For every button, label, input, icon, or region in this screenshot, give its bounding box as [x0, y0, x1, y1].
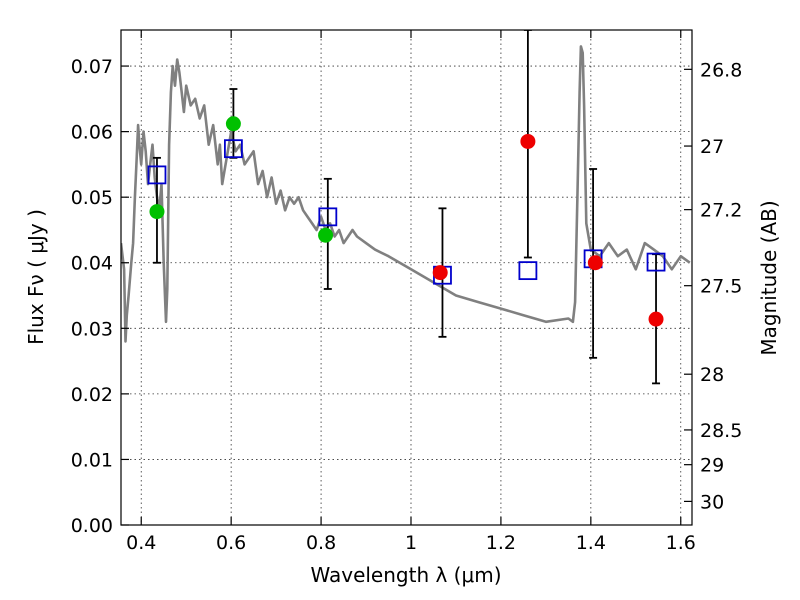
- y-tick-label: 0.01: [71, 449, 113, 471]
- model-square-marker: [518, 261, 538, 281]
- data-point: [648, 311, 664, 327]
- data-point: [587, 255, 603, 271]
- magnitude-tick-label: 27.2: [700, 200, 742, 222]
- magnitude-tick-label: 30: [700, 491, 724, 513]
- y-tick-label: 0.07: [71, 56, 113, 78]
- y-tick-label: 0.05: [71, 187, 113, 209]
- x-axis-title: Wavelength λ (μm): [310, 563, 501, 587]
- y-tick-label: 0.06: [71, 122, 113, 144]
- data-point: [520, 133, 536, 149]
- model-square-marker: [646, 252, 666, 272]
- spectrum-line: [121, 45, 691, 343]
- data-point: [318, 227, 334, 243]
- x-tick-label: 0.6: [216, 532, 246, 554]
- y-tick-label: 0.00: [71, 515, 113, 537]
- magnitude-tick-label: 28.5: [700, 420, 742, 442]
- x-tick-label: 1.4: [576, 532, 606, 554]
- x-tick-label: 0.8: [306, 532, 336, 554]
- x-axis-ticks: 0.4 0.6 0.8 1 1.2 1.4 1.6: [126, 30, 696, 554]
- x-tick-label: 1.2: [486, 532, 516, 554]
- magnitude-tick-label: 28: [700, 364, 724, 386]
- grid-lines: [121, 30, 692, 525]
- model-square-marker: [224, 139, 243, 159]
- model-square-marker: [318, 207, 338, 227]
- y-tick-label: 0.03: [71, 318, 113, 340]
- right-axis-title: Magnitude (AB): [757, 200, 781, 355]
- axes-frame: [120, 29, 693, 526]
- y-tick-label: 0.04: [71, 253, 113, 275]
- data-point: [149, 204, 165, 220]
- data-point: [225, 116, 241, 132]
- y-axis-title: Flux Fν ( μJy ): [24, 209, 48, 345]
- y-tick-label: 0.02: [71, 384, 113, 406]
- data-point: [432, 265, 448, 281]
- magnitude-tick-label: 26.8: [700, 59, 742, 81]
- x-tick-label: 1: [405, 532, 417, 554]
- x-tick-label: 0.4: [126, 532, 156, 554]
- magnitude-tick-label: 27: [700, 136, 724, 158]
- plot-area: [121, 30, 691, 385]
- x-tick-label: 1.6: [666, 532, 696, 554]
- model-square-marker: [147, 165, 167, 185]
- magnitude-axis-ticks: 26.8 27 27.2 27.5 28 28.5 29 30: [684, 59, 742, 513]
- magnitude-tick-label: 27.5: [700, 276, 742, 298]
- y-axis-ticks: 0.00 0.01 0.02 0.03 0.04 0.05 0.06 0.07: [71, 56, 129, 537]
- magnitude-tick-label: 29: [700, 455, 724, 477]
